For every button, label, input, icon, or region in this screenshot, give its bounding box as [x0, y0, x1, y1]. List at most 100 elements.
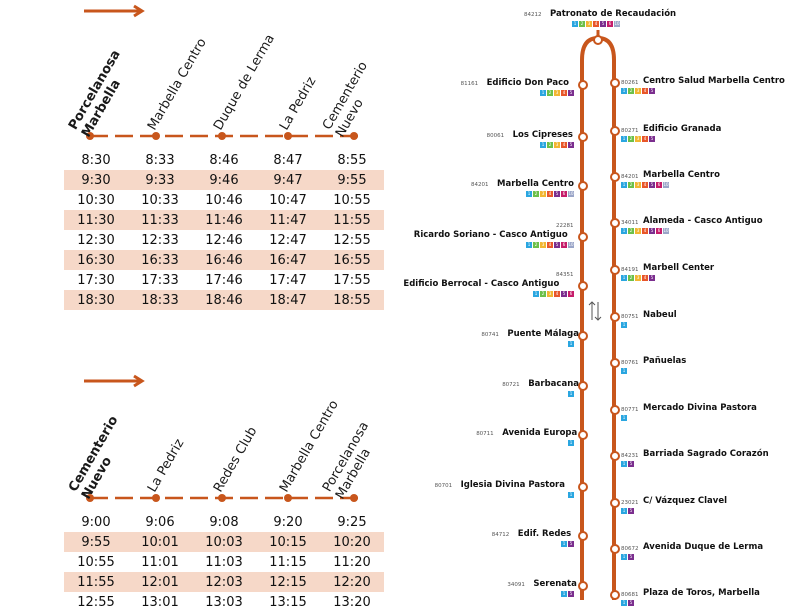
stop-dot — [578, 381, 588, 391]
stop-dot — [578, 430, 588, 440]
line-badge: 3 — [635, 182, 641, 188]
time-cell: 10:20 — [320, 532, 384, 552]
table-row: 10:30 10:33 10:46 10:47 10:55 — [64, 190, 384, 210]
time-cell: 18:33 — [128, 290, 192, 310]
time-cell: 9:08 — [209, 514, 239, 530]
right-stop-name: Marbell Center — [643, 263, 715, 273]
right-stop-name: Edificio Granada — [643, 124, 722, 134]
line-badge: 1 — [561, 591, 567, 597]
line-badge: 1 — [540, 90, 546, 96]
table-row: 17:30 17:33 17:46 17:47 17:55 — [64, 270, 384, 290]
right-stop-code: 80761 — [621, 360, 639, 366]
table-row: 9:55 10:01 10:03 10:15 10:20 — [64, 532, 384, 552]
time-cell: 9:25 — [337, 514, 367, 530]
line-badge: 3 — [540, 242, 546, 248]
line-badge: 1 — [568, 341, 574, 347]
timetable-2: 9:00 9:06 9:08 9:20 9:25 9:55 10:01 10:03 10:15 1… — [64, 512, 384, 612]
right-stop-lines: 1 — [621, 322, 627, 328]
line-badge: 4 — [561, 90, 567, 96]
time-cell: 10:47 — [269, 192, 307, 208]
right-stop-code: 84231 — [621, 453, 639, 459]
time-cell: 9:06 — [145, 514, 175, 530]
line-badge: 5 — [561, 291, 567, 297]
top-stop-name: Patronato de Recaudación — [550, 9, 677, 19]
time-cell: 18:46 — [192, 290, 256, 310]
line-badge: 2 — [628, 182, 634, 188]
stop-dot — [610, 544, 620, 554]
time-cell: 10:33 — [141, 192, 179, 208]
right-stop-code: 34011 — [621, 220, 639, 226]
table-row: 12:30 12:33 12:46 12:47 12:55 — [64, 230, 384, 250]
line-badge: 1 — [621, 275, 627, 281]
line-badge: 3 — [547, 291, 553, 297]
line-badge: 1 — [540, 142, 546, 148]
line-badge: 5 — [649, 88, 655, 94]
right-stop-lines: 1 2 3 4 5 6 10 — [621, 228, 669, 234]
right-stop-code: 80771 — [621, 407, 639, 413]
right-stop-code: 84191 — [621, 267, 639, 273]
time-cell: 8:55 — [337, 152, 367, 168]
time-cell: 12:47 — [269, 232, 307, 248]
line-badge: 10 — [614, 21, 620, 27]
direction-arrow-1 — [84, 4, 145, 18]
table-row: 8:30 8:33 8:46 8:47 8:55 — [64, 150, 384, 170]
time-cell: 8:47 — [273, 152, 303, 168]
line-badge: 1 — [526, 191, 532, 197]
left-stop-name: Puente Málaga — [507, 329, 579, 339]
line-badge: 5 — [568, 591, 574, 597]
time-cell: 17:47 — [269, 272, 307, 288]
right-stop-code: 80681 — [621, 592, 639, 598]
right-stop-lines: 1 — [621, 415, 627, 421]
stop-dot — [610, 312, 620, 322]
line-badge: 1 — [621, 182, 627, 188]
stop-dot — [578, 331, 588, 341]
line-badge: 5 — [649, 136, 655, 142]
time-cell: 12:03 — [192, 572, 256, 592]
line-badge: 4 — [554, 291, 560, 297]
top-stop-code: 84212 — [524, 12, 542, 18]
line-badge: 1 — [621, 368, 627, 374]
line-badge: 1 — [526, 242, 532, 248]
line-badge: 5 — [568, 142, 574, 148]
time-cell: 12:46 — [205, 232, 243, 248]
line-badge: 1 — [621, 508, 627, 514]
time-cell: 17:46 — [205, 272, 243, 288]
time-cell: 16:47 — [256, 250, 320, 270]
time-cell: 16:46 — [192, 250, 256, 270]
right-stop-name: Barriada Sagrado Corazón — [643, 449, 769, 459]
line-badge: 1 — [561, 541, 567, 547]
line-badge: 5 — [568, 541, 574, 547]
time-cell: 16:55 — [320, 250, 384, 270]
line-badge: 2 — [533, 242, 539, 248]
line-badge: 2 — [628, 136, 634, 142]
time-cell: 11:55 — [64, 572, 128, 592]
table-row: 9:30 9:33 9:46 9:47 9:55 — [64, 170, 384, 190]
right-stop-name: Nabeul — [643, 310, 677, 320]
left-stop-lines: 1 — [568, 391, 574, 397]
right-stop-name: Alameda - Casco Antiguo — [643, 216, 763, 226]
line-badge: 10 — [568, 191, 574, 197]
time-cell: 8:33 — [145, 152, 175, 168]
line-badge: 2 — [628, 275, 634, 281]
left-stop-lines: 1 2 3 4 5 6 10 — [526, 242, 574, 248]
time-cell: 10:15 — [256, 532, 320, 552]
left-stop-name: Los Cipreses — [512, 130, 573, 140]
stop-dot — [578, 581, 588, 591]
line-badge: 3 — [635, 136, 641, 142]
time-cell: 8:46 — [209, 152, 239, 168]
right-stop-code: 80672 — [621, 546, 639, 552]
line-badge: 6 — [656, 228, 662, 234]
line-badge: 1 — [568, 391, 574, 397]
stop-dot — [578, 482, 588, 492]
line-badge: 4 — [547, 242, 553, 248]
right-stop-lines: 1 — [621, 368, 627, 374]
line-badge: 1 — [621, 88, 627, 94]
table-row: 11:30 11:33 11:46 11:47 11:55 — [64, 210, 384, 230]
time-cell: 11:55 — [320, 210, 384, 230]
time-cell: 10:01 — [128, 532, 192, 552]
time-cell: 12:15 — [256, 572, 320, 592]
right-stop-code: 80261 — [621, 80, 639, 86]
